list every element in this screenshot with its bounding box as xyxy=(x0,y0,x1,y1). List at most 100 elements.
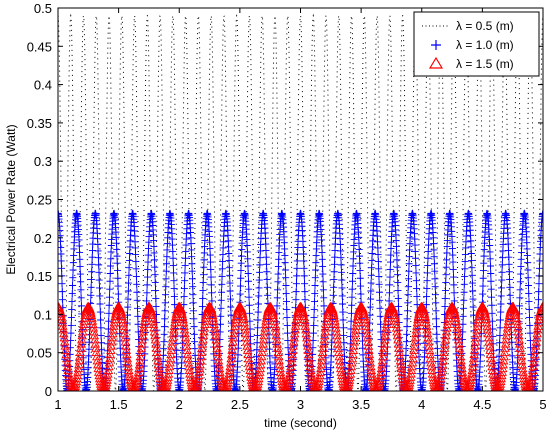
data-point xyxy=(467,249,475,257)
data-point xyxy=(101,380,111,389)
data-point xyxy=(84,358,92,366)
data-point xyxy=(303,349,314,359)
data-point xyxy=(68,289,76,297)
data-point xyxy=(496,376,506,386)
data-point xyxy=(443,316,453,325)
data-point xyxy=(75,242,83,250)
data-point xyxy=(244,270,252,278)
data-point xyxy=(122,349,132,359)
data-point xyxy=(531,337,541,346)
data-point xyxy=(338,276,346,284)
data-point xyxy=(160,338,168,346)
data-point xyxy=(374,244,382,252)
data-point xyxy=(118,317,128,327)
data-point xyxy=(392,242,400,250)
data-point xyxy=(453,330,463,340)
data-point xyxy=(170,277,178,285)
data-point xyxy=(392,330,403,340)
data-point xyxy=(218,288,226,296)
data-point xyxy=(226,349,237,359)
data-point xyxy=(464,382,475,391)
data-point xyxy=(213,351,223,361)
data-point xyxy=(360,317,371,327)
data-point xyxy=(281,266,289,274)
data-point xyxy=(160,345,168,353)
data-point xyxy=(170,269,178,277)
data-point xyxy=(422,328,433,338)
data-point xyxy=(457,363,467,373)
data-point xyxy=(348,285,356,293)
data-point xyxy=(506,283,514,291)
data-point xyxy=(525,289,533,297)
data-point xyxy=(170,285,178,293)
data-point xyxy=(516,286,524,294)
data-point xyxy=(222,378,233,387)
data-point xyxy=(189,299,197,307)
data-point xyxy=(363,341,374,350)
data-point xyxy=(151,278,159,286)
data-point xyxy=(114,274,122,282)
data-point xyxy=(517,248,525,256)
data-point xyxy=(538,301,543,311)
data-point xyxy=(231,314,241,324)
data-point xyxy=(329,313,340,322)
legend: λ = 0.5 (m) λ = 1.0 (m) λ = 1.5 (m) xyxy=(413,11,540,77)
data-point xyxy=(90,339,101,348)
data-point xyxy=(424,345,435,354)
data-point xyxy=(288,341,299,350)
data-point xyxy=(292,288,300,296)
data-point xyxy=(411,235,419,243)
data-point xyxy=(337,254,345,262)
data-point xyxy=(334,347,344,357)
data-point xyxy=(262,253,270,261)
data-point xyxy=(293,272,301,280)
data-point xyxy=(163,260,171,268)
data-point xyxy=(349,262,357,270)
data-point xyxy=(333,343,344,352)
data-point xyxy=(152,347,162,357)
data-point xyxy=(476,351,484,359)
data-point xyxy=(420,314,431,324)
data-point xyxy=(337,247,345,255)
data-point xyxy=(93,367,104,376)
data-point xyxy=(144,265,152,273)
data-point xyxy=(357,282,365,290)
data-point xyxy=(107,337,117,346)
data-point xyxy=(376,296,384,304)
data-point xyxy=(496,324,504,332)
data-point xyxy=(67,329,75,337)
data-point xyxy=(367,287,375,295)
data-point xyxy=(253,379,263,388)
data-point xyxy=(488,301,496,309)
data-point xyxy=(405,253,413,261)
data-point xyxy=(424,341,434,350)
data-point xyxy=(257,347,267,357)
data-point xyxy=(224,237,232,245)
data-point xyxy=(421,317,431,327)
data-point xyxy=(95,268,103,276)
data-point xyxy=(411,247,419,255)
data-point xyxy=(312,259,320,267)
data-point xyxy=(365,353,375,363)
data-point xyxy=(498,359,509,369)
data-point xyxy=(87,313,97,322)
x-axis-title: time (second) xyxy=(264,416,337,430)
data-point xyxy=(114,290,122,298)
data-point xyxy=(275,363,285,373)
data-point xyxy=(336,235,344,243)
data-point xyxy=(209,323,220,332)
data-point xyxy=(217,296,225,304)
data-point xyxy=(480,245,488,253)
data-point xyxy=(454,339,464,348)
data-point xyxy=(246,309,254,317)
data-point xyxy=(339,324,347,332)
data-point xyxy=(245,293,253,301)
legend-swatch xyxy=(428,56,444,69)
data-point xyxy=(348,293,356,301)
y-tick-label: 0.45 xyxy=(27,39,52,54)
data-point xyxy=(413,293,421,301)
data-point xyxy=(162,378,172,387)
data-point xyxy=(236,282,244,290)
data-point xyxy=(347,357,357,367)
data-point xyxy=(124,303,132,311)
